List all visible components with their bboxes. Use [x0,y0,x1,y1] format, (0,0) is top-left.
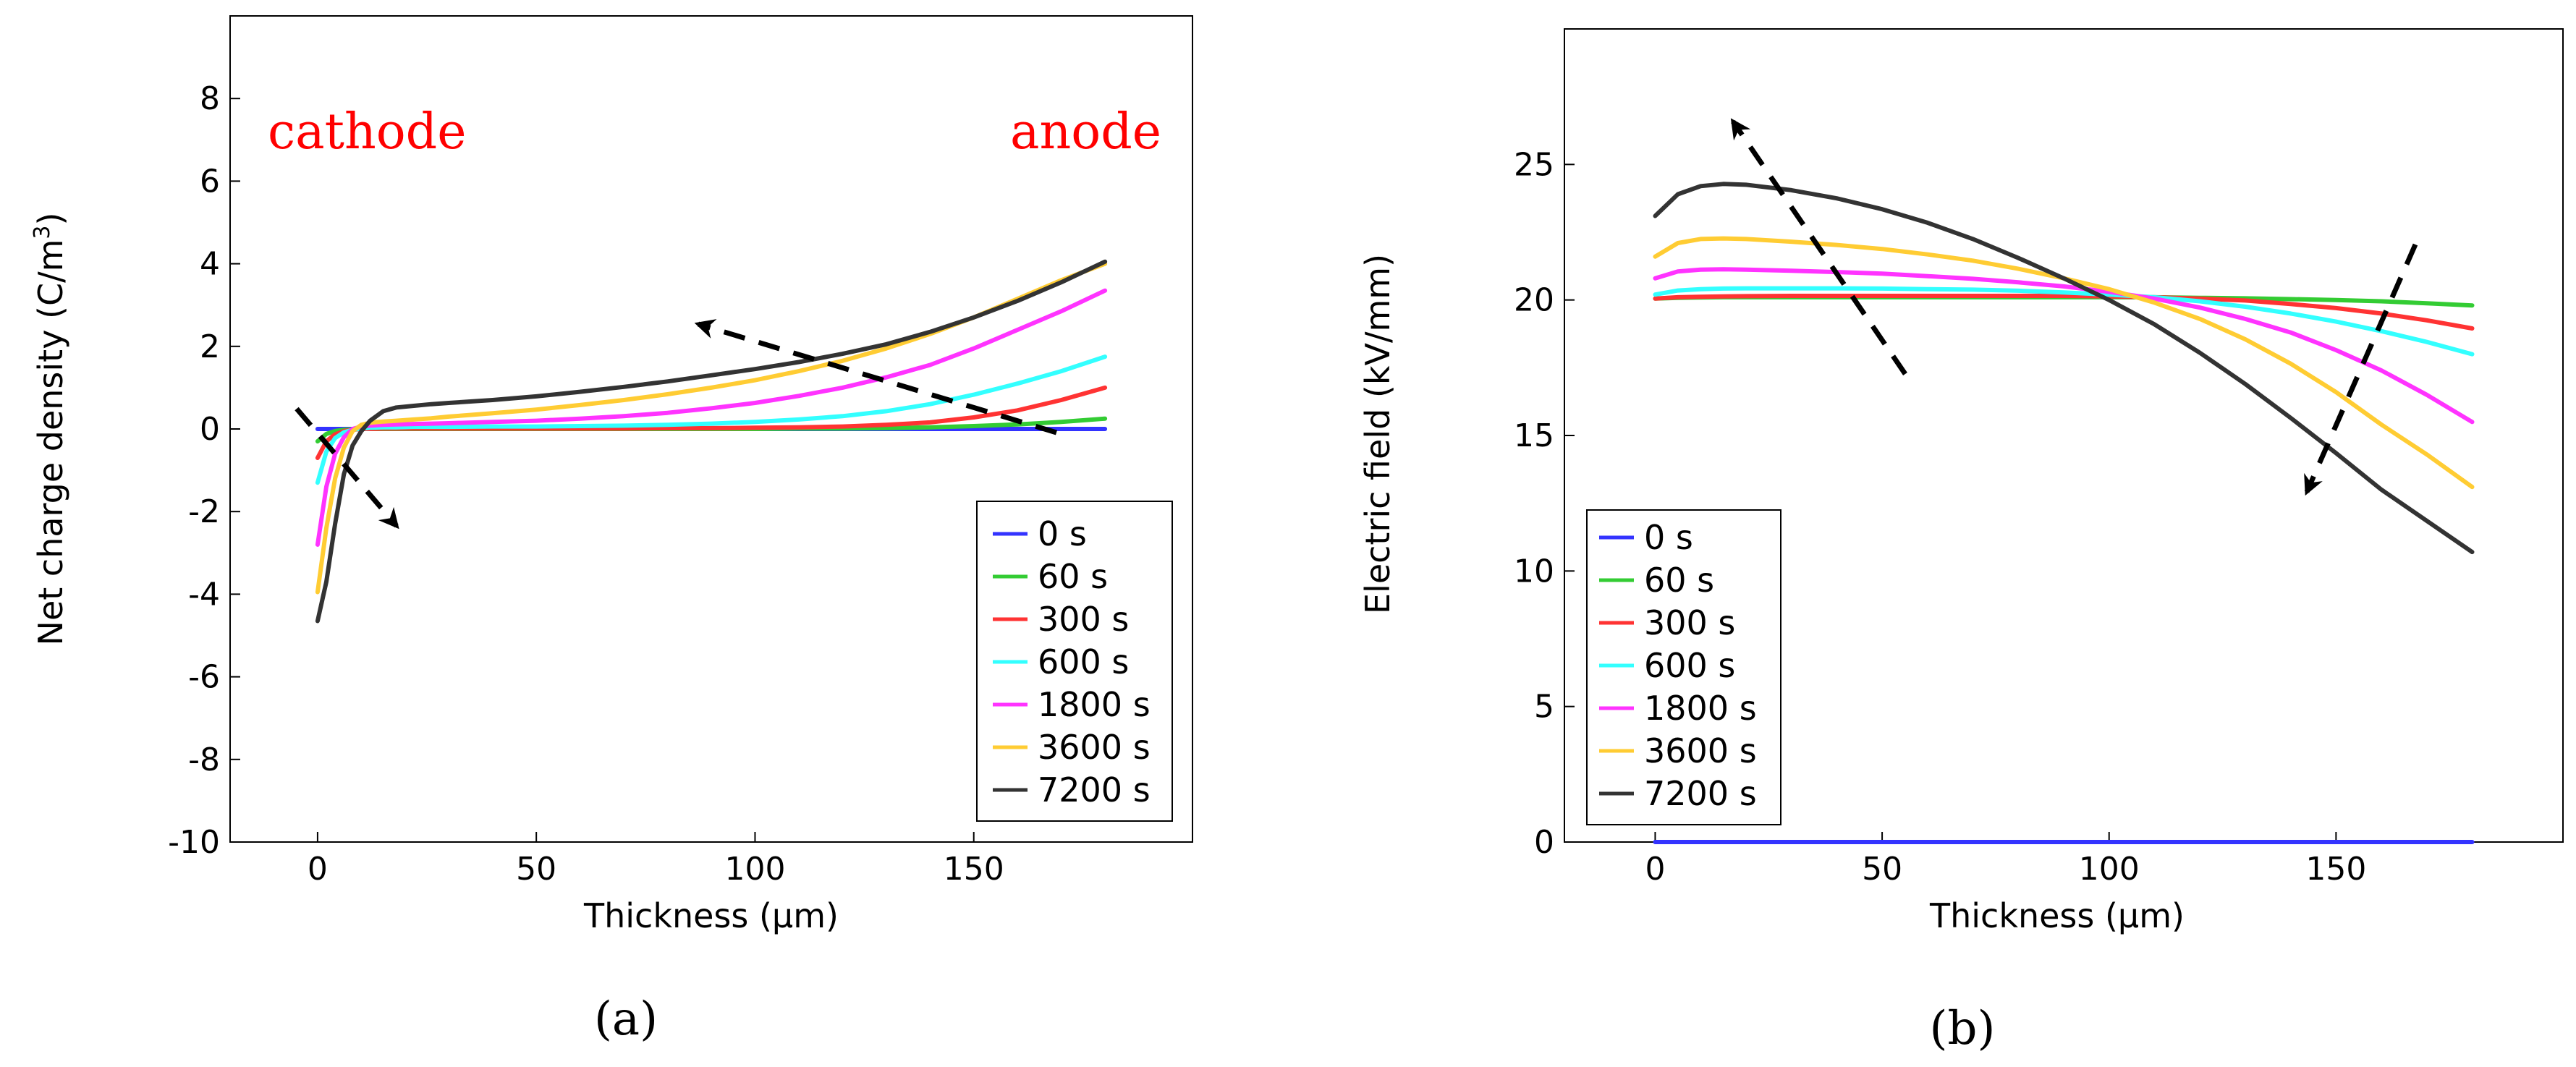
y-tick-label: -10 [168,824,220,861]
y-tick-label: -2 [188,493,220,530]
panel-b-arrow-anode [2304,243,2418,496]
panel-b-y-axis-label: Electric field (kV/mm) [1358,254,1397,614]
legend-label: 60 s [1644,561,1714,600]
legend-label: 600 s [1644,646,1735,685]
x-tick-label: 150 [2305,851,2366,888]
legend-label: 0 s [1644,518,1693,557]
panel-a-y-axis-label: Net charge density (C/m3) [30,213,70,646]
legend-label: 1800 s [1644,689,1757,728]
legend-label: 300 s [1644,603,1735,642]
legend-label: 600 s [1038,642,1129,681]
panel-a-caption: (a) [594,992,658,1046]
series-line-3600s [315,261,1108,595]
panel-a-arrow-bulk [694,319,1058,435]
series-line-3600s [1653,236,2475,490]
y-tick-label: 8 [200,80,220,117]
panel-a-arrow-cathode [295,407,399,530]
y-tick-label: -6 [188,659,220,696]
x-tick-label: 0 [308,851,328,888]
x-tick-label: 150 [944,851,1004,888]
legend-label: 1800 s [1038,685,1151,724]
y-tick-label: 25 [1514,146,1554,183]
legend-label: 0 s [1038,514,1087,553]
legend-label: 7200 s [1644,774,1757,813]
series-line-7200s [1653,182,2475,555]
x-tick-label: 100 [724,851,785,888]
y-tick-label: 15 [1514,417,1554,454]
panel-a-x-axis-label: Thickness (μm) [583,896,839,935]
y-tick-label: -4 [188,576,220,613]
x-tick-label: 50 [516,851,556,888]
legend-label: 60 s [1038,557,1108,596]
legend-label: 7200 s [1038,770,1151,809]
panel-b-caption: (b) [1930,1002,1996,1055]
x-tick-label: 0 [1645,851,1665,888]
legend-label: 300 s [1038,600,1129,639]
panel-b-x-axis-label: Thickness (μm) [1929,896,2185,935]
y-tick-label: 5 [1534,689,1554,726]
x-tick-label: 50 [1862,851,1902,888]
series-line-7200s [315,259,1108,624]
y-tick-label: 6 [200,163,220,200]
y-tick-label: 10 [1514,553,1554,590]
series-line-1800s [1653,267,2475,425]
cathode-label: cathode [268,103,466,161]
series-line-300s [1653,294,2475,331]
y-tick-label: 2 [200,328,220,365]
x-tick-label: 100 [2079,851,2140,888]
y-tick-label: 0 [200,411,220,448]
series-line-600s [1653,286,2475,357]
legend-label: 3600 s [1038,728,1151,767]
legend-label: 3600 s [1644,731,1757,770]
y-tick-label: 0 [1534,824,1554,861]
y-tick-label: -8 [188,741,220,778]
panel-b-chart: 0 50 100 150 0 5 10 15 20 25 Thickness (μm) Elect… [1358,28,2564,1055]
anode-label: anode [1010,103,1161,161]
y-tick-label: 4 [200,246,220,283]
panel-b-arrow-cathode [1730,118,1907,375]
y-tick-label: 20 [1514,282,1554,319]
